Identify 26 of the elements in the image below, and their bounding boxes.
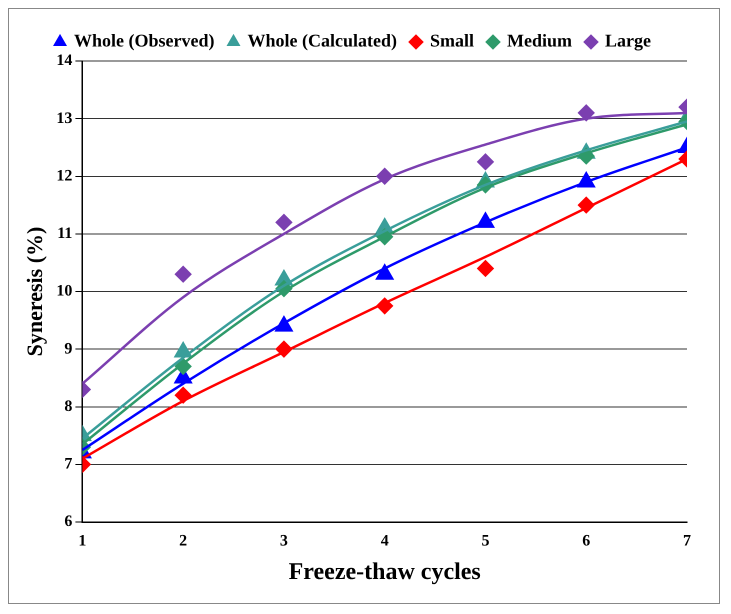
y-tick-label: 6: [64, 513, 72, 530]
y-tick-label: 13: [56, 110, 72, 127]
legend-label: Medium: [507, 30, 572, 51]
legend-label: Whole (Calculated): [248, 30, 397, 51]
x-tick-label: 6: [582, 532, 590, 550]
y-tick-label: 9: [64, 340, 72, 358]
x-axis-title: Freeze-thaw cycles: [288, 558, 481, 585]
legend-label: Small: [430, 30, 474, 51]
y-tick-label: 8: [64, 398, 72, 415]
y-tick-label: 12: [56, 167, 72, 184]
x-tick-label: 4: [380, 532, 389, 550]
y-tick-label: 11: [57, 225, 72, 242]
point: [476, 260, 494, 277]
x-tick-label: 3: [280, 532, 288, 550]
x-tick-label: 5: [481, 532, 490, 550]
y-tick-label: 14: [56, 52, 72, 70]
point: [275, 214, 292, 231]
legend-label: Large: [604, 30, 651, 51]
x-tick-label: 7: [683, 532, 691, 550]
x-tick-label: 1: [78, 532, 86, 550]
y-tick-label: 7: [64, 456, 72, 473]
y-axis-title: Syneresis (%): [22, 226, 47, 356]
x-tick-label: 2: [179, 532, 188, 550]
point: [476, 153, 494, 170]
legend-label: Whole (Observed): [74, 30, 215, 51]
y-tick-label: 10: [56, 282, 72, 300]
